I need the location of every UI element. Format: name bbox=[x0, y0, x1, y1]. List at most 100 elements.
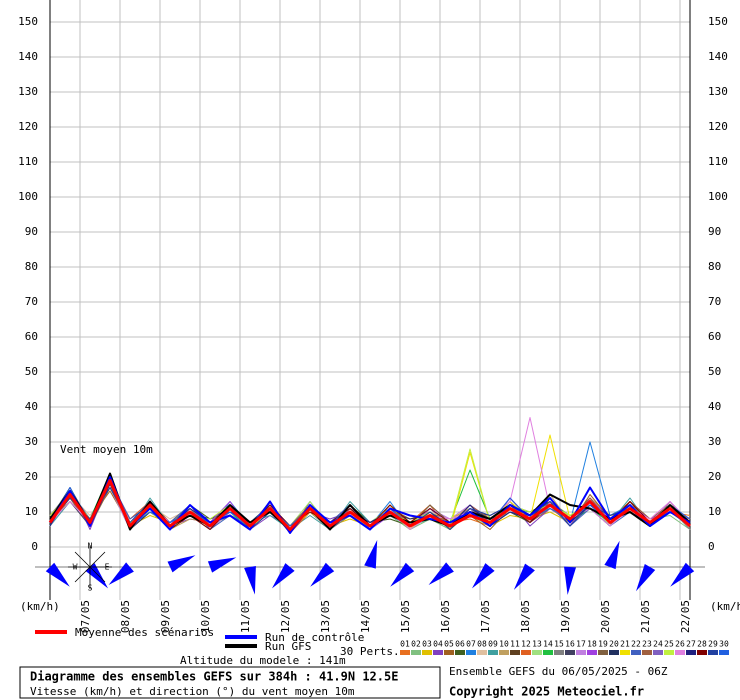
compass-ray bbox=[89, 566, 106, 583]
x-tick-label: 20/05 bbox=[599, 600, 612, 633]
legend-label: 29 bbox=[708, 640, 718, 649]
x-tick-label: 11/05 bbox=[239, 600, 252, 633]
legend-label: 15 bbox=[554, 640, 564, 649]
legend-label: 25 bbox=[664, 640, 674, 649]
legend-swatch bbox=[686, 650, 696, 655]
legend-label: 14 bbox=[543, 640, 553, 649]
legend-label: 18 bbox=[587, 640, 597, 649]
wind-wedge bbox=[604, 540, 620, 570]
legend-swatch bbox=[675, 650, 685, 655]
series-line bbox=[49, 476, 691, 534]
compass-ray bbox=[74, 566, 91, 583]
legend-swatch bbox=[609, 650, 619, 655]
legend-swatch bbox=[488, 650, 498, 655]
wind-wedge bbox=[272, 563, 295, 589]
y-unit-left: (km/h) bbox=[20, 600, 60, 613]
legend-swatch bbox=[422, 650, 432, 655]
y-tick-label: 110 bbox=[18, 155, 38, 168]
y-tick-label: 130 bbox=[18, 85, 38, 98]
compass-ray bbox=[74, 551, 91, 568]
x-tick-label: 08/05 bbox=[119, 600, 132, 633]
legend-label: 28 bbox=[697, 640, 707, 649]
legend-label: 11 bbox=[510, 640, 520, 649]
y-tick-label: 150 bbox=[18, 15, 38, 28]
legend-swatch bbox=[532, 650, 542, 655]
y-tick-label-right: 90 bbox=[708, 225, 721, 238]
legend-label: 09 bbox=[488, 640, 498, 649]
wind-wedge bbox=[167, 555, 196, 573]
legend-swatch bbox=[697, 650, 707, 655]
y-unit-right: (km/h) bbox=[710, 600, 740, 613]
wind-wedge bbox=[310, 562, 335, 587]
legend-label: 04 bbox=[433, 640, 443, 649]
legend-swatch bbox=[598, 650, 608, 655]
legend-label: Run GFS bbox=[265, 640, 311, 653]
legend-label: 21 bbox=[620, 640, 630, 649]
footer-title: Diagramme des ensembles GEFS sur 384h : … bbox=[30, 670, 398, 684]
y-tick-label: 90 bbox=[25, 225, 38, 238]
y-tick-label: 80 bbox=[25, 260, 38, 273]
legend-swatch bbox=[642, 650, 652, 655]
x-tick-label: 15/05 bbox=[399, 600, 412, 633]
legend-label: 26 bbox=[675, 640, 685, 649]
legend-label: 23 bbox=[642, 640, 652, 649]
x-tick-label: 12/05 bbox=[279, 600, 292, 633]
legend-swatch bbox=[587, 650, 597, 655]
legend-swatch bbox=[631, 650, 641, 655]
series-line bbox=[48, 479, 691, 531]
wind-wedge bbox=[670, 562, 695, 587]
legend-swatch bbox=[510, 650, 520, 655]
legend-label: 05 bbox=[444, 640, 454, 649]
legend-label: 30 bbox=[719, 640, 729, 649]
footer-box bbox=[19, 666, 441, 699]
y-tick-label-right: 100 bbox=[708, 190, 728, 203]
y-tick-label: 140 bbox=[18, 50, 38, 63]
legend-swatch bbox=[719, 650, 729, 655]
wind-wedge bbox=[45, 562, 70, 587]
legend-label: 19 bbox=[598, 640, 608, 649]
y-tick-label-right: 20 bbox=[708, 470, 721, 483]
annotation: Vent moyen 10m bbox=[60, 443, 153, 456]
y-tick-label-right: 50 bbox=[708, 365, 721, 378]
legend-swatch bbox=[400, 650, 410, 655]
legend-label: 16 bbox=[565, 640, 575, 649]
legend-label: Moyenne des scénarios bbox=[75, 626, 214, 639]
legend-swatch bbox=[444, 650, 454, 655]
legend-swatch bbox=[411, 650, 421, 655]
wind-wedge bbox=[636, 564, 656, 592]
wind-wedge bbox=[364, 540, 378, 569]
legend-label: 03 bbox=[422, 640, 432, 649]
y-tick-label-right: 70 bbox=[708, 295, 721, 308]
y-tick-label-right: 40 bbox=[708, 400, 721, 413]
wind-wedge bbox=[472, 563, 495, 589]
y-tick-label: 30 bbox=[25, 435, 38, 448]
footer-subtitle: Vitesse (km/h) et direction (°) du vent … bbox=[30, 685, 355, 698]
y-tick-label: 100 bbox=[18, 190, 38, 203]
y-tick-label-right: 140 bbox=[708, 50, 728, 63]
x-tick-label: 14/05 bbox=[359, 600, 372, 633]
copyright: Copyright 2025 Meteociel.fr bbox=[449, 685, 644, 699]
x-tick-label: 09/05 bbox=[159, 600, 172, 633]
y-tick-label: 120 bbox=[18, 120, 38, 133]
legend-swatch bbox=[499, 650, 509, 655]
legend-swatch bbox=[455, 650, 465, 655]
legend-swatch bbox=[433, 650, 443, 655]
compass-label: S bbox=[88, 584, 93, 593]
wind-wedge bbox=[207, 557, 237, 573]
legend-label: 17 bbox=[576, 640, 586, 649]
wind-wedge bbox=[85, 563, 108, 589]
compass-label: E bbox=[105, 563, 110, 572]
wind-wedge bbox=[390, 562, 415, 587]
legend-label: 07 bbox=[466, 640, 476, 649]
y-tick-label: 60 bbox=[25, 330, 38, 343]
y-tick-label: 0 bbox=[31, 540, 38, 553]
legend-label: 08 bbox=[477, 640, 487, 649]
altitude: Altitude du modele : 141m bbox=[180, 654, 346, 667]
legend-label: 20 bbox=[609, 640, 619, 649]
y-tick-label: 10 bbox=[25, 505, 38, 518]
x-tick-label: 17/05 bbox=[479, 600, 492, 633]
legend-label: 27 bbox=[686, 640, 696, 649]
y-tick-label-right: 60 bbox=[708, 330, 721, 343]
